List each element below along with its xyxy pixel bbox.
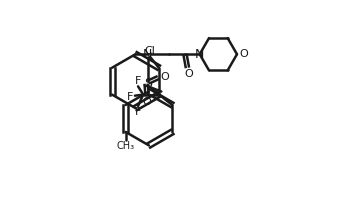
Text: Cl: Cl bbox=[144, 46, 155, 56]
Text: O: O bbox=[239, 49, 248, 59]
Text: S: S bbox=[144, 77, 152, 90]
Text: N: N bbox=[143, 48, 153, 61]
Text: F: F bbox=[135, 107, 141, 117]
Text: O: O bbox=[184, 69, 193, 79]
Text: O: O bbox=[160, 72, 168, 83]
Text: O: O bbox=[143, 97, 151, 107]
Text: N: N bbox=[195, 48, 204, 61]
Text: CH₃: CH₃ bbox=[117, 141, 135, 151]
Text: F: F bbox=[135, 76, 141, 86]
Text: F: F bbox=[126, 92, 133, 102]
